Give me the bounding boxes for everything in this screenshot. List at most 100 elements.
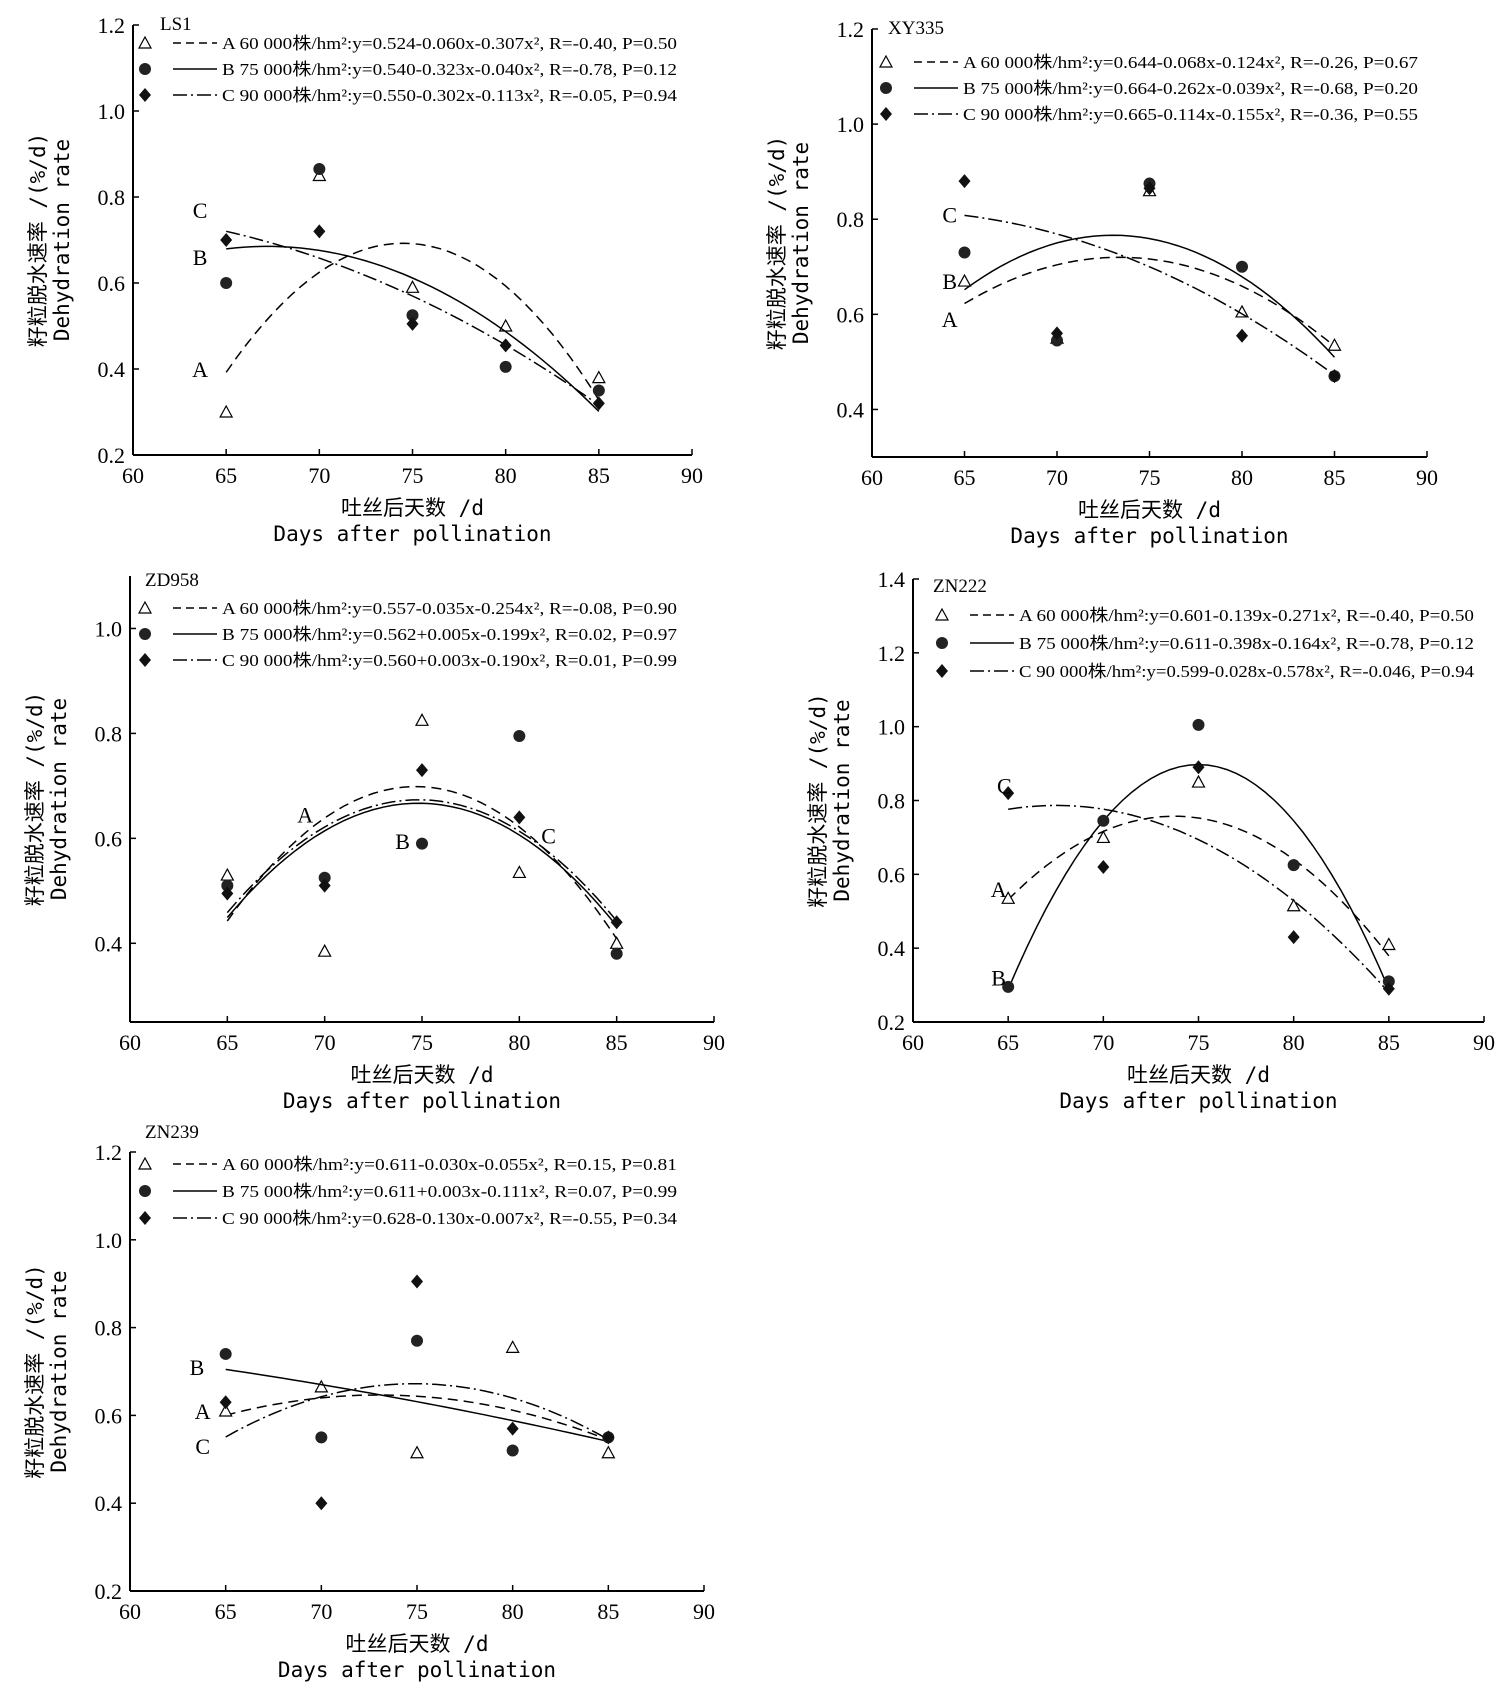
x-tick-label: 75 <box>1188 1030 1210 1055</box>
legend-marker-b <box>936 637 948 649</box>
x-tick-label: 75 <box>1139 465 1161 490</box>
data-point-c <box>1382 981 1395 996</box>
legend-marker-c <box>139 1211 151 1225</box>
x-tick-label: 75 <box>406 1599 428 1624</box>
y-tick-label: 1.2 <box>878 641 906 666</box>
data-point-a <box>512 865 527 879</box>
fit-curve-a <box>225 1394 609 1441</box>
data-point-c <box>220 233 233 247</box>
y-axis-label-en: Dehydration rate <box>50 139 74 341</box>
data-point-b <box>610 947 623 960</box>
data-point-c <box>506 1421 519 1436</box>
curve-label-b: B <box>190 1355 205 1380</box>
y-tick-label: 0.6 <box>95 1403 123 1428</box>
legend-marker-b <box>880 82 892 94</box>
series-c: C C 90 000株/hm²:y=0.628-0.130x-0.007x², R… <box>139 1209 678 1511</box>
data-point-a <box>1381 937 1396 951</box>
legend-label-a: A 60 000株/hm²:y=0.601-0.139x-0.271x², R=… <box>1019 606 1474 625</box>
x-tick-label: 90 <box>703 1030 725 1055</box>
data-point-a <box>957 273 972 287</box>
data-point-b <box>315 1431 328 1444</box>
fit-curve-a <box>225 242 600 401</box>
curve-label-a: A <box>195 1399 211 1424</box>
fit-curve-b <box>1007 763 1390 990</box>
data-point-c <box>602 1430 615 1445</box>
data-point-a <box>1286 898 1301 912</box>
y-tick-label: 1.2 <box>837 17 865 42</box>
fit-curve-c <box>964 214 1335 376</box>
x-tick-label: 90 <box>693 1599 715 1624</box>
data-point-b <box>506 1444 519 1457</box>
curve-label-c: C <box>541 824 556 849</box>
panel-title: XY335 <box>888 18 944 39</box>
data-point-a <box>1191 774 1206 788</box>
panel-zn222: 60 65 70 75 80 85 90 0.2 0.4 0.6 0.8 1.0 1.2 1.4 吐丝后天数… <box>806 567 1495 1113</box>
y-tick-label: 1.0 <box>95 1228 123 1253</box>
legend-marker-c <box>139 88 151 102</box>
data-point-b <box>313 163 326 176</box>
x-axis-label-en: Days after pollination <box>278 1658 556 1682</box>
series-a: A A 60 000株/hm²:y=0.601-0.139x-0.271x², R… <box>934 606 1474 957</box>
data-point-a <box>609 936 624 949</box>
x-tick-label: 90 <box>1473 1030 1495 1055</box>
legend-label-a: A 60 000株/hm²:y=0.611-0.030x-0.055x², R=… <box>222 1155 677 1174</box>
data-point-c <box>513 810 526 825</box>
fit-curve-c <box>226 799 618 922</box>
data-point-c <box>1097 859 1110 874</box>
x-tick-label: 80 <box>1283 1030 1305 1055</box>
y-tick-label: 0.2 <box>878 1010 906 1035</box>
legend-marker-c <box>936 664 948 678</box>
x-tick-label: 75 <box>402 463 424 488</box>
legend-marker-a <box>934 607 950 621</box>
curve-label-c: C <box>942 202 957 227</box>
panel-title: LS1 <box>160 14 192 35</box>
data-point-a <box>505 1340 520 1353</box>
curve-label-a: A <box>942 307 958 332</box>
legend-label-b: B 75 000株/hm²:y=0.611-0.398x-0.164x², R=… <box>1019 634 1474 653</box>
data-point-b <box>1051 334 1063 347</box>
series-b: B B 75 000株/hm²:y=0.562+0.005x-0.199x², R… <box>139 625 678 960</box>
data-point-b <box>406 309 419 322</box>
y-axis-label-cn: 籽粒脱水速率 /(%/d) <box>765 136 789 351</box>
legend-marker-b <box>139 63 151 75</box>
x-tick-label: 65 <box>997 1030 1019 1055</box>
panel-zn239: 60 65 70 75 80 85 90 0.2 0.4 0.6 0.8 1.0 1.2 吐丝后天数 /d… <box>23 1122 715 1682</box>
y-axis-label-en: Dehydration rate <box>830 699 854 901</box>
legend-label-c: C 90 000株/hm²:y=0.560+0.003x-0.190x², R=… <box>222 651 677 670</box>
y-axis-label-en: Dehydration rate <box>47 1270 71 1472</box>
x-tick-label: 60 <box>861 465 883 490</box>
curve-label-a: A <box>297 803 313 828</box>
legend-label-b: B 75 000株/hm²:y=0.562+0.005x-0.199x², R=… <box>222 625 678 644</box>
legend-label-b: B 75 000株/hm²:y=0.540-0.323x-0.040x², R=… <box>222 60 677 79</box>
series-a: A A 60 000株/hm²:y=0.557-0.035x-0.254x², R… <box>137 599 677 957</box>
x-tick-label: 65 <box>215 1599 237 1624</box>
data-point-c <box>499 338 512 353</box>
legend-label-b: B 75 000株/hm²:y=0.664-0.262x-0.039x², R=… <box>963 79 1418 98</box>
data-point-b <box>958 246 971 259</box>
x-tick-label: 70 <box>314 1030 336 1055</box>
legend-marker-c <box>139 653 151 667</box>
y-tick-label: 0.2 <box>98 443 126 468</box>
y-tick-label: 0.8 <box>98 185 126 210</box>
data-point-a <box>314 1379 329 1393</box>
x-tick-label: 85 <box>1378 1030 1400 1055</box>
x-tick-label: 70 <box>310 1599 332 1624</box>
fit-curve-a <box>964 256 1335 347</box>
x-tick-label: 90 <box>1416 465 1438 490</box>
y-tick-label: 1.0 <box>98 99 126 124</box>
data-point-a <box>405 280 420 293</box>
x-tick-label: 65 <box>215 463 237 488</box>
x-axis-label-en: Days after pollination <box>273 522 551 546</box>
series-a: A A 60 000株/hm²:y=0.524-0.060x-0.307x², R… <box>137 34 677 418</box>
legend-marker-b <box>139 628 151 640</box>
y-tick-label: 1.2 <box>98 13 126 38</box>
y-tick-label: 0.4 <box>98 357 126 382</box>
curve-label-c: C <box>195 1434 210 1459</box>
curve-label-c: C <box>997 774 1012 799</box>
panel-title: ZN239 <box>145 1122 199 1143</box>
fit-curve-b <box>225 1368 609 1443</box>
legend-label-a: A 60 000株/hm²:y=0.644-0.068x-0.124x², R=… <box>963 53 1419 72</box>
y-tick-label: 0.8 <box>878 789 906 814</box>
